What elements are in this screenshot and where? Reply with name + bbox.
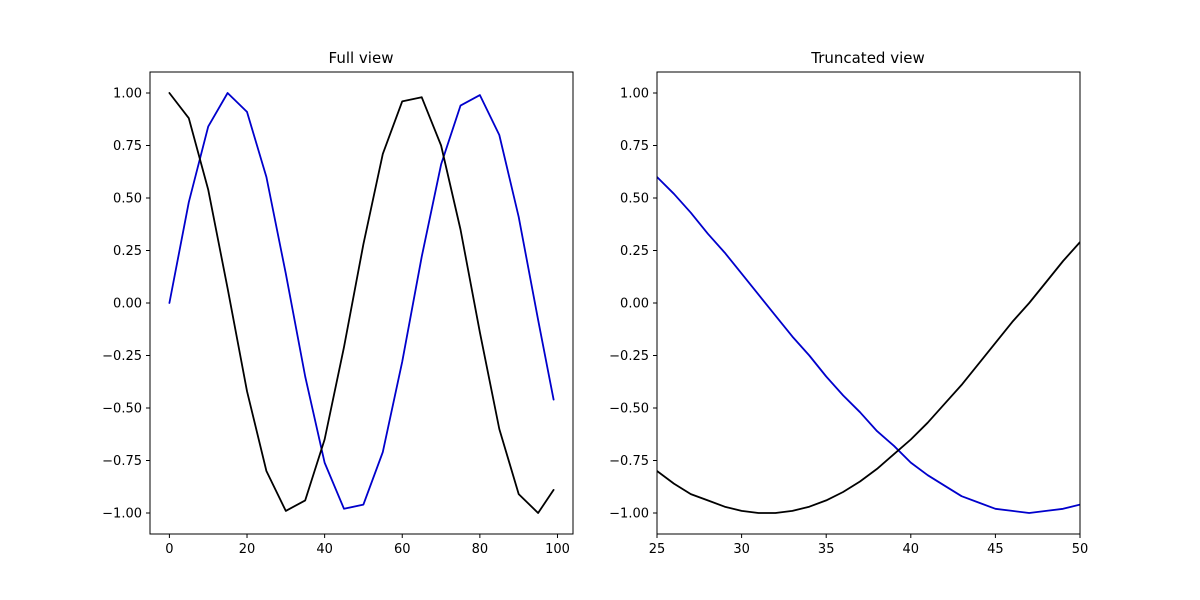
x-tick-label: 0: [165, 542, 173, 557]
y-tick-label: −0.50: [609, 402, 649, 417]
x-tick-label: 40: [903, 542, 920, 557]
series-lines: [168, 92, 555, 514]
y-tick-label: 0.25: [113, 244, 142, 259]
x-tick-label: 40: [316, 542, 333, 557]
y-tick-label: −0.25: [102, 349, 142, 364]
x-tick-label: 45: [987, 542, 1004, 557]
x-tick-label: 30: [733, 542, 750, 557]
y-tick-label: 1.00: [620, 87, 649, 102]
y-tick-label: 0.75: [113, 139, 142, 154]
plot-frame: [149, 71, 574, 535]
y-tick-label: 0.00: [113, 297, 142, 312]
y-tick-label: 0.50: [113, 192, 142, 207]
x-tick-label: 80: [472, 542, 489, 557]
x-tick-label: 25: [649, 542, 666, 557]
y-tick-label: −0.75: [609, 454, 649, 469]
chart-title-full-view: Full view: [329, 49, 394, 67]
chart-title-truncated-view: Truncated view: [810, 49, 925, 67]
y-tick-label: 0.00: [620, 297, 649, 312]
y-tick-label: −1.00: [609, 507, 649, 522]
y-tick-label: −0.50: [102, 402, 142, 417]
y-tick-label: 0.50: [620, 192, 649, 207]
series-line-blue: [657, 176, 1080, 514]
plot-frame: [656, 71, 1081, 535]
x-tick-label: 50: [1072, 542, 1089, 557]
series-line-black: [168, 92, 555, 514]
y-tick-label: −0.75: [102, 454, 142, 469]
y-tick-label: −1.00: [102, 507, 142, 522]
x-tick-label: 100: [545, 542, 570, 557]
x-tick-label: 35: [818, 542, 835, 557]
x-tick-label: 20: [239, 542, 256, 557]
axis-ticks: 0 20 40 60 80 100 1.00 0.75 0.50 0.25 0.00 −0.25 −0.…: [102, 87, 570, 558]
x-tick-label: 60: [394, 542, 411, 557]
series-lines: [657, 176, 1080, 514]
y-tick-label: 1.00: [113, 87, 142, 102]
chart-truncated-view: Truncated view 25 30 35 40 45 50 1.00 0.75 0.50 0…: [609, 49, 1088, 557]
y-tick-label: 0.75: [620, 139, 649, 154]
chart-full-view: Full view 0 20 40 60 80 100 1.00 0.75 0.50 0.25 0.…: [102, 49, 574, 558]
y-tick-label: 0.25: [620, 244, 649, 259]
y-tick-label: −0.25: [609, 349, 649, 364]
axis-ticks: 25 30 35 40 45 50 1.00 0.75 0.50 0.25 0.00 −0.25 −0.…: [609, 87, 1088, 558]
series-line-black: [657, 241, 1080, 514]
series-line-blue: [168, 92, 555, 510]
